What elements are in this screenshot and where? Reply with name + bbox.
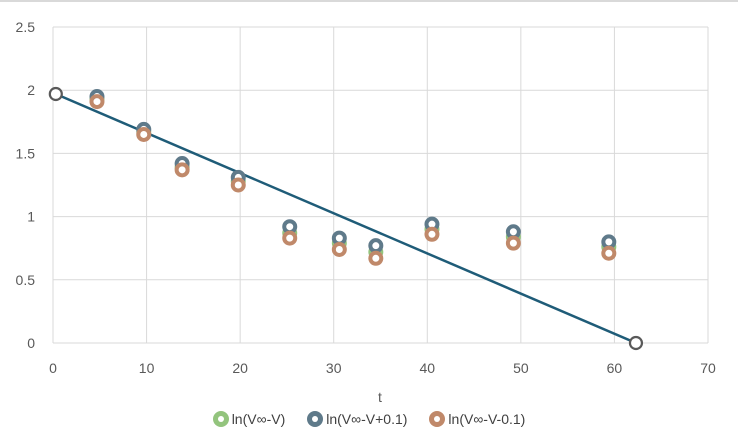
legend-label: ln(V∞-V-0.1) (448, 411, 526, 427)
top-border (0, 0, 738, 2)
data-point-series-3 (282, 230, 298, 246)
grid (52, 26, 709, 344)
trend-line-endpoint (628, 335, 644, 351)
x-tick-label: 0 (49, 360, 57, 376)
y-tick-label: 1.5 (16, 145, 36, 161)
data-point-series-3 (368, 250, 384, 266)
legend-marker-icon (429, 411, 446, 427)
x-tick-label: 70 (700, 360, 716, 376)
trend-line (55, 92, 637, 345)
y-tick-label: 0.5 (16, 272, 36, 288)
data-point-series-3 (424, 226, 440, 242)
legend-label: ln(V∞-V) (231, 411, 286, 427)
y-tick-label: 0 (27, 335, 35, 351)
trend-line-endpoint (48, 86, 63, 102)
data-points (89, 89, 617, 266)
data-point-series-2 (505, 224, 521, 240)
data-point-series-3 (331, 241, 347, 257)
trend-line-layer (48, 86, 644, 351)
data-point-series-2 (331, 230, 347, 246)
legend-item: ln(V∞-V+0.1) (307, 411, 407, 427)
legend-marker-icon (307, 411, 324, 427)
legend-marker-icon (212, 411, 229, 427)
x-tick-label: 10 (139, 360, 155, 376)
data-point-series-2 (368, 238, 384, 254)
legend-item: ln(V∞-V) (212, 411, 286, 427)
tick-labels: 0 10 20 30 40 50 60 70 0 0.5 1 1.5 2 2.5 (16, 19, 716, 376)
y-tick-label: 1 (27, 209, 35, 225)
data-point-series-3 (505, 235, 521, 251)
data-point-series-3 (174, 162, 190, 178)
y-tick-label: 2.5 (16, 19, 36, 35)
x-tick-label: 60 (607, 360, 623, 376)
y-tick-label: 2 (27, 82, 35, 98)
x-tick-label: 30 (326, 360, 342, 376)
data-point-series-2 (601, 234, 617, 250)
data-point-series-3 (230, 177, 246, 193)
x-tick-label: 50 (513, 360, 529, 376)
data-point-series-3 (89, 94, 105, 110)
data-point-series-3 (136, 126, 152, 142)
data-point-series-3 (601, 245, 617, 261)
legend-item: ln(V∞-V-0.1) (429, 411, 525, 427)
x-axis-title: t (378, 389, 382, 405)
legend: ln(V∞-V) ln(V∞-V+0.1) ln(V∞-V-0.1) (0, 404, 738, 434)
x-tick-label: 20 (232, 360, 248, 376)
x-tick-label: 40 (419, 360, 435, 376)
legend-label: ln(V∞-V+0.1) (326, 411, 408, 427)
data-point-series-2 (282, 219, 298, 235)
